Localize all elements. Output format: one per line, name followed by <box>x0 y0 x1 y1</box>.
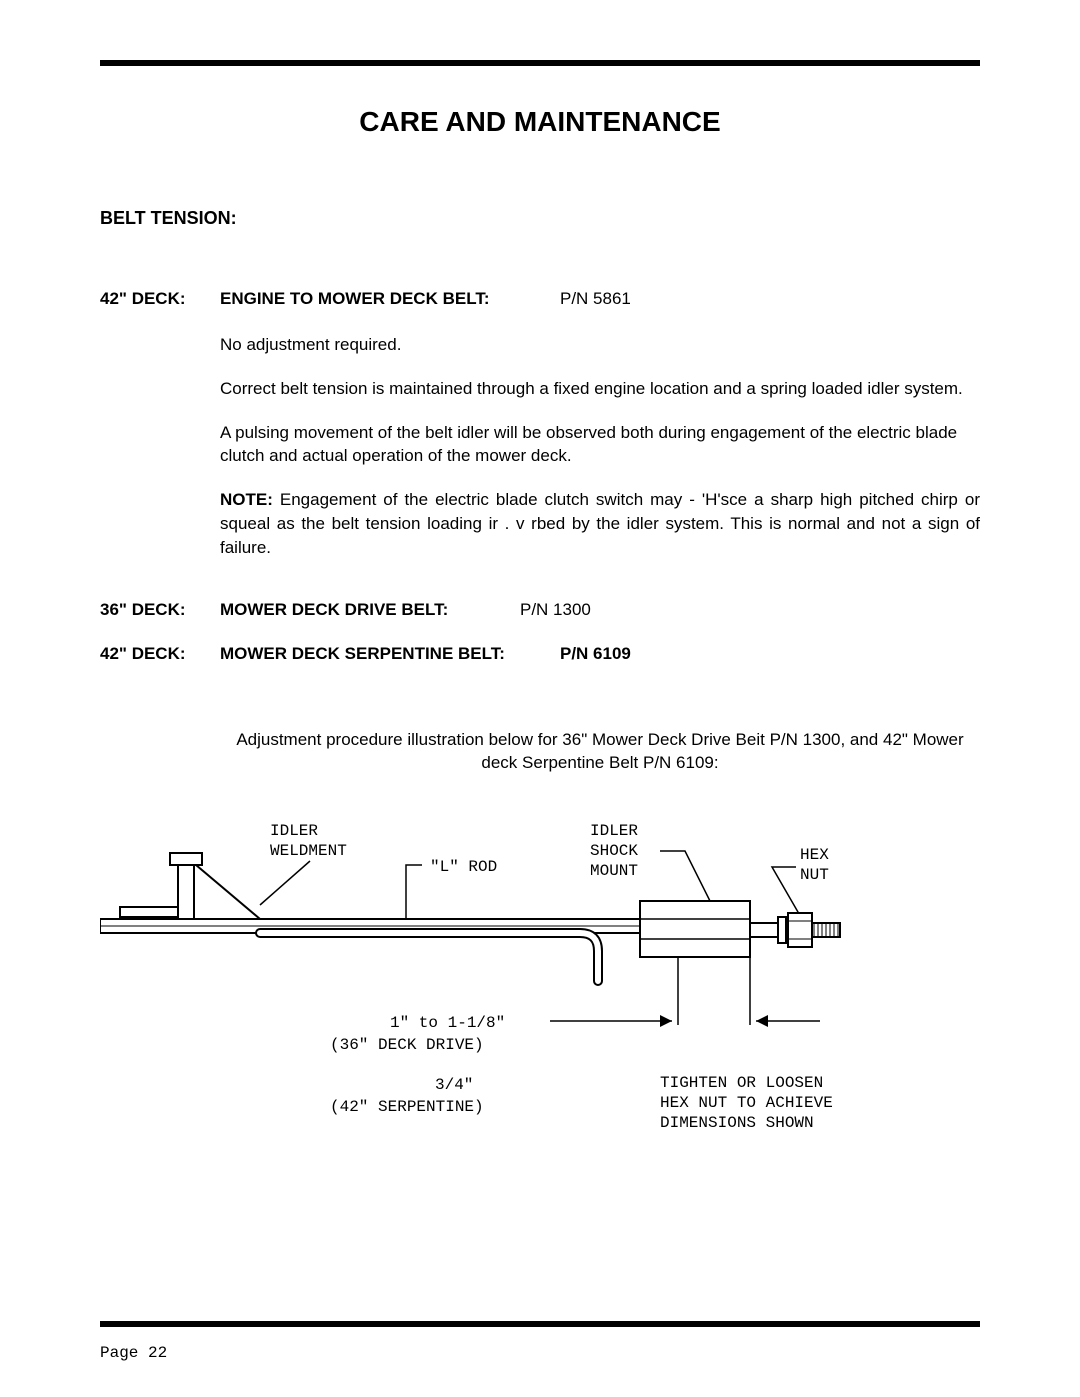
deck-label: 42" DECK: <box>100 644 220 664</box>
deck-row-42-engine: 42" DECK: ENGINE TO MOWER DECK BELT: P/N… <box>100 289 980 309</box>
deck-row-36-drive: 36" DECK: MOWER DECK DRIVE BELT: P/N 130… <box>100 600 980 620</box>
belt-label: MOWER DECK SERPENTINE BELT: <box>220 644 560 664</box>
idler-weldment-l2: WELDMENT <box>270 842 347 860</box>
belt-label: MOWER DECK DRIVE BELT: <box>220 600 520 620</box>
instr-l2: HEX NUT TO ACHIEVE <box>660 1094 833 1112</box>
dim2-l1: 3/4" <box>435 1076 473 1094</box>
note-text: Engagement of the electric blade clutch … <box>220 490 980 557</box>
instr-l3: DIMENSIONS SHOWN <box>660 1114 814 1132</box>
page-title: CARE AND MAINTENANCE <box>100 106 980 138</box>
idler-weldment-l1: IDLER <box>270 822 318 840</box>
section-head: BELT TENSION: <box>100 208 980 229</box>
deck-label: 42" DECK: <box>100 289 220 309</box>
deck-row-42-serpentine: 42" DECK: MOWER DECK SERPENTINE BELT: P/… <box>100 644 980 664</box>
instr-l1: TIGHTEN OR LOOSEN <box>660 1074 823 1092</box>
belt-label: ENGINE TO MOWER DECK BELT: <box>220 289 560 309</box>
hex-nut-l2: NUT <box>800 866 829 884</box>
body-p3: A pulsing movement of the belt idler wil… <box>220 421 980 469</box>
body-p1: No adjustment required. <box>220 333 980 357</box>
pn-value: P/N 6109 <box>560 644 631 664</box>
top-rule <box>100 60 980 66</box>
note-label: NOTE: <box>220 490 273 509</box>
idler-shock-l2: SHOCK <box>590 842 638 860</box>
idler-shock-l3: MOUNT <box>590 862 638 880</box>
belt-diagram: IDLER WELDMENT "L" ROD IDLER SHOCK MOUNT… <box>100 805 980 1150</box>
hex-nut-l1: HEX <box>800 846 829 864</box>
note-block: NOTE: Engagement of the electric blade c… <box>220 488 980 559</box>
dim1-l1: 1" to 1-1/8" <box>390 1014 505 1032</box>
dim1-l2: (36" DECK DRIVE) <box>330 1036 484 1054</box>
idler-shock-l1: IDLER <box>590 822 638 840</box>
adjustment-text: Adjustment procedure illustration below … <box>220 728 980 776</box>
bottom-rule <box>100 1321 980 1327</box>
dim2-l2: (42" SERPENTINE) <box>330 1098 484 1116</box>
pn-value: P/N 1300 <box>520 600 591 620</box>
deck-label: 36" DECK: <box>100 600 220 620</box>
page-number: Page 22 <box>100 1344 167 1362</box>
body-p2: Correct belt tension is maintained throu… <box>220 377 980 401</box>
pn-value: P/N 5861 <box>560 289 631 309</box>
l-rod-label: "L" ROD <box>430 858 497 876</box>
